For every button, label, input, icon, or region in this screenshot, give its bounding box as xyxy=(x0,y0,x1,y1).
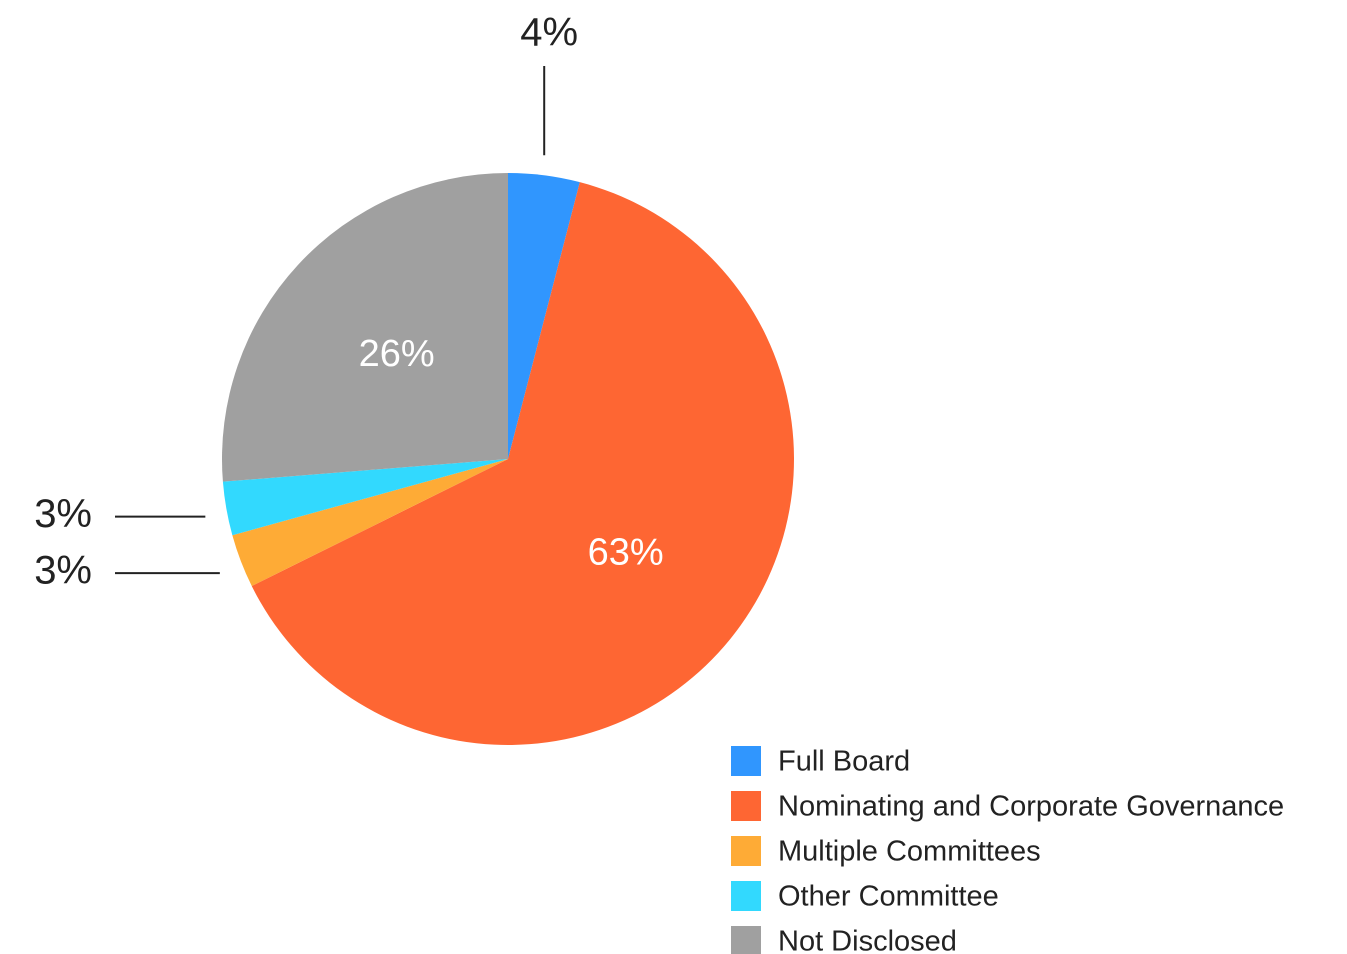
slice-label: 3% xyxy=(34,549,92,593)
slice-label: 4% xyxy=(520,11,578,55)
pie-slice xyxy=(221,173,508,482)
legend-label: Other Committee xyxy=(778,881,999,913)
pie-slice xyxy=(251,182,794,745)
legend-swatch xyxy=(731,881,761,911)
legend-label: Multiple Committees xyxy=(778,836,1041,868)
pie-slice xyxy=(222,459,508,536)
legend-swatch xyxy=(731,926,761,954)
pie-slice xyxy=(508,173,580,459)
slice-label: 3% xyxy=(34,492,92,536)
legend-label: Not Disclosed xyxy=(778,926,957,954)
legend-swatch xyxy=(731,836,761,866)
slice-label: 26% xyxy=(359,333,435,375)
legend-label: Full Board xyxy=(778,746,910,778)
pie-slice xyxy=(232,459,509,587)
legend-label: Nominating and Corporate Governance xyxy=(778,791,1284,823)
legend-swatch xyxy=(731,791,761,821)
legend-swatch xyxy=(731,746,761,776)
slice-label: 63% xyxy=(588,532,664,574)
